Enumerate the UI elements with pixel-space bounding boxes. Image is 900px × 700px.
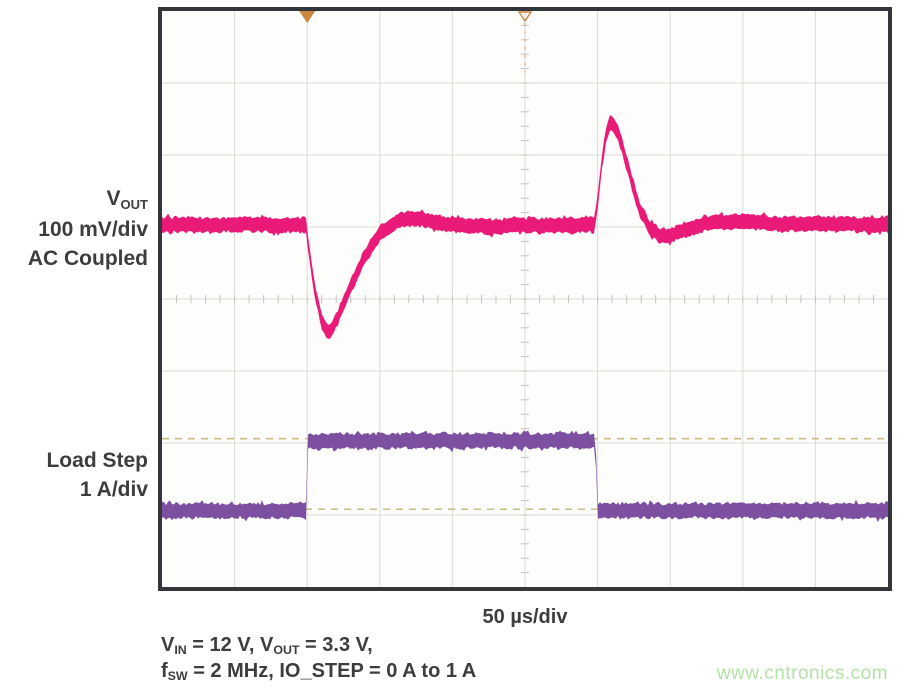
event-triangle-icon (299, 11, 316, 23)
vout-scale: 100 mV/div (38, 218, 148, 241)
watermark: www.cntronics.com (716, 663, 888, 684)
conditions-line-1: VIN = 12 V, VOUT = 3.3 V, (161, 634, 373, 658)
load-step-trace (162, 430, 888, 523)
load-step-scale: 1 A/div (79, 478, 148, 501)
conditions-line-2: fSW = 2 MHz, IO_STEP = 0 A to 1 A (161, 660, 477, 684)
load-step-channel-label: Load Step 1 A/div (0, 446, 148, 504)
top-markers (299, 11, 533, 73)
scope-frame (158, 7, 892, 591)
load-step-name: Load Step (46, 449, 148, 472)
timebase-label: 50 µs/div (482, 606, 568, 628)
vout-trace (162, 115, 888, 339)
vout-channel-label: VOUT 100 mV/div AC Coupled (0, 184, 148, 273)
scope-plot (162, 11, 888, 587)
vout-name: VOUT (106, 187, 149, 212)
trigger-triangle-icon (517, 11, 533, 23)
vout-coupling: AC Coupled (27, 247, 148, 270)
